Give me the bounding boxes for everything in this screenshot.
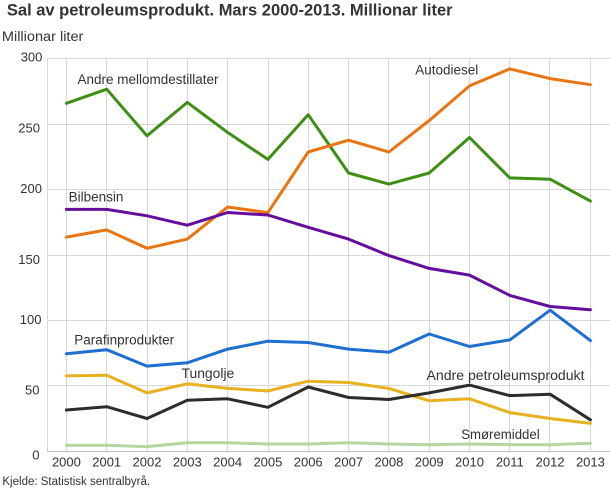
svg-text:300: 300 <box>21 50 43 65</box>
svg-text:Smøremiddel: Smøremiddel <box>461 427 540 442</box>
svg-text:Sal av petroleumsprodukt. Mars: Sal av petroleumsprodukt. Mars 2000-2013… <box>7 2 453 20</box>
svg-text:2013: 2013 <box>576 455 605 470</box>
svg-text:250: 250 <box>18 120 40 135</box>
svg-text:150: 150 <box>18 252 40 267</box>
svg-text:200: 200 <box>20 181 42 196</box>
svg-text:2004: 2004 <box>213 455 242 470</box>
svg-text:100: 100 <box>20 312 42 327</box>
svg-text:2010: 2010 <box>455 455 484 470</box>
svg-text:2005: 2005 <box>253 455 282 470</box>
svg-text:2006: 2006 <box>294 455 323 470</box>
svg-text:2008: 2008 <box>374 455 403 470</box>
svg-text:Andre mellomdestillater: Andre mellomdestillater <box>78 72 220 87</box>
svg-text:50: 50 <box>25 383 39 398</box>
svg-text:0: 0 <box>32 448 39 463</box>
svg-text:2012: 2012 <box>536 455 565 470</box>
svg-text:2011: 2011 <box>496 455 524 470</box>
svg-text:Autodiesel: Autodiesel <box>415 62 478 77</box>
svg-text:Kjelde: Statistisk sentralbyrå: Kjelde: Statistisk sentralbyrå. <box>2 476 150 488</box>
svg-text:2009: 2009 <box>415 455 444 470</box>
svg-text:Parafinprodukter: Parafinprodukter <box>74 332 174 347</box>
svg-text:Bilbensin: Bilbensin <box>69 190 124 205</box>
svg-text:2000: 2000 <box>52 455 81 470</box>
svg-text:2001: 2001 <box>92 455 121 470</box>
svg-text:Andre petroleumsprodukt: Andre petroleumsprodukt <box>427 368 585 383</box>
svg-text:Tungolje: Tungolje <box>182 366 235 381</box>
svg-text:Millionar liter: Millionar liter <box>2 29 84 44</box>
svg-text:2007: 2007 <box>334 455 363 470</box>
svg-text:2003: 2003 <box>173 455 202 470</box>
svg-text:2002: 2002 <box>133 455 162 470</box>
